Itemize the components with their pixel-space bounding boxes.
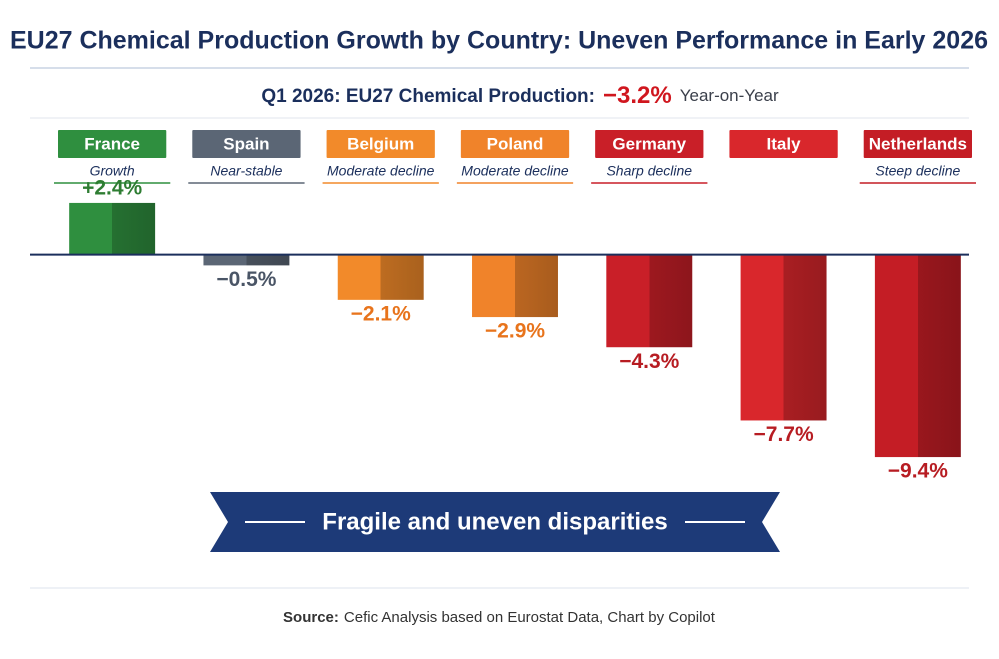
value-label: −0.5% (216, 268, 276, 291)
category-label: Poland (487, 134, 544, 153)
category-box (460, 130, 570, 158)
chart-title: EU27 Chemical Production Growth by Count… (10, 27, 988, 55)
banner-shape (210, 492, 780, 552)
plot: France Growth Spain Near-stable Belgium Moder… (30, 130, 976, 483)
subtitle: Q1 2026: EU27 Chemical Production: −3.2% Y… (261, 82, 779, 109)
category-box (863, 130, 972, 158)
descriptor: Sharp decline (606, 163, 692, 179)
descriptor: Near-stable (210, 163, 282, 179)
category-label: Netherlands (869, 134, 967, 153)
category-label: Belgium (347, 134, 414, 153)
subtitle-suffix: Year-on-Year (680, 86, 779, 105)
category-label: Italy (767, 134, 802, 153)
value-label: −7.7% (754, 423, 814, 446)
value-label: −4.3% (619, 350, 679, 373)
bar (337, 254, 424, 300)
category-box (326, 130, 435, 158)
value-label: +2.4% (82, 176, 142, 199)
category-label: Germany (612, 134, 686, 153)
category-label: Spain (223, 134, 269, 153)
source-label: Source: (283, 609, 339, 626)
descriptor: Steep decline (875, 163, 960, 179)
category-label: France (84, 134, 140, 153)
category-box (595, 130, 704, 158)
category-box (729, 130, 838, 158)
value-label: −2.1% (351, 302, 411, 325)
descriptor: Moderate decline (327, 163, 435, 179)
source: Source: Cefic Analysis based on Eurostat … (283, 609, 716, 626)
bar (472, 254, 558, 318)
bar (874, 254, 961, 458)
subtitle-value: −3.2% (603, 82, 672, 109)
category-box (192, 130, 301, 158)
value-label: −9.4% (888, 460, 948, 483)
value-label: −2.9% (485, 320, 545, 343)
bar (69, 202, 156, 255)
source-text: Cefic Analysis based on Eurostat Data, C… (344, 609, 716, 626)
descriptor: Growth (90, 163, 135, 179)
descriptor: Moderate decline (461, 163, 569, 179)
bar (203, 254, 290, 266)
banner: Fragile and uneven disparities (210, 492, 780, 552)
bar (740, 254, 827, 421)
bar (606, 254, 693, 348)
category-box (58, 130, 167, 158)
banner-text: Fragile and uneven disparities (322, 508, 667, 535)
subtitle-text: Q1 2026: EU27 Chemical Production: (261, 86, 595, 107)
